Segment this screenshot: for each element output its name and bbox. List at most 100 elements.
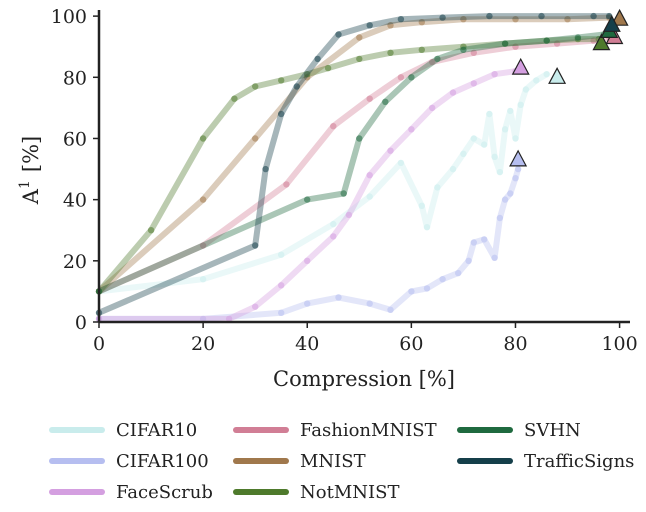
data-point-notmnist-10 — [418, 46, 425, 53]
y-tick-label-40: 40 — [63, 190, 87, 212]
y-tick-label-100: 100 — [51, 6, 87, 28]
data-point-cifar10-21 — [533, 77, 540, 84]
data-point-facescrub-8 — [387, 147, 394, 154]
data-point-cifar100-18 — [512, 175, 519, 182]
data-point-cifar100-14 — [491, 254, 498, 261]
data-point-fashionmnist-9 — [553, 40, 561, 47]
data-point-notmnist-8 — [356, 55, 363, 63]
data-point-facescrub-4 — [304, 257, 311, 264]
data-point-cifar100-7 — [408, 288, 415, 295]
data-point-notmnist-9 — [387, 49, 394, 56]
data-point-cifar100-2 — [278, 309, 285, 316]
data-point-facescrub-10 — [429, 104, 436, 112]
data-point-fashionmnist-6 — [429, 58, 436, 66]
data-point-cifar10-16 — [501, 126, 509, 133]
data-point-mnist-6 — [418, 19, 425, 26]
end-marker-notmnist — [592, 33, 611, 51]
data-point-cifar10-15 — [496, 168, 504, 176]
legend-label-facescrub: FaceScrub — [116, 482, 213, 503]
data-point-facescrub-9 — [408, 126, 415, 133]
data-point-cifar100-9 — [439, 276, 446, 283]
data-point-cifar100-10 — [455, 269, 462, 277]
legend-label-trafficsigns: TrafficSigns — [524, 451, 634, 472]
data-point-trafficsigns-2 — [262, 165, 269, 173]
data-point-svhn-1 — [304, 196, 311, 203]
data-point-cifar10-7 — [423, 224, 431, 231]
data-point-svhn-2 — [340, 190, 347, 197]
data-point-mnist-7 — [460, 16, 467, 23]
y-tick-label-0: 0 — [75, 312, 87, 334]
data-point-facescrub-5 — [330, 233, 337, 240]
marker-layer — [509, 8, 629, 167]
x-tick-label-0: 0 — [93, 333, 105, 355]
legend-label-svhn: SVHN — [524, 420, 581, 441]
data-point-cifar10-1 — [199, 276, 207, 283]
data-point-cifar10-19 — [517, 101, 524, 109]
data-point-cifar10-14 — [491, 153, 498, 160]
data-point-mnist-2 — [252, 135, 259, 142]
data-point-trafficsigns-12 — [590, 12, 597, 20]
tick-labels: 0 20 40 60 80 100 0 20 40 60 80 100 — [51, 6, 638, 355]
data-point-trafficsigns-6 — [335, 31, 342, 38]
end-marker-mnist — [610, 8, 629, 26]
data-point-facescrub-6 — [345, 211, 353, 219]
data-point-cifar100-12 — [470, 239, 477, 246]
data-point-facescrub-1 — [225, 315, 233, 323]
data-point-cifar10-22 — [543, 71, 550, 78]
data-point-svhn-6 — [434, 55, 441, 63]
data-point-cifar10-6 — [418, 202, 425, 209]
data-point-svhn-5 — [408, 74, 415, 81]
x-tick-label-60: 60 — [399, 333, 423, 355]
legend-label-fashionmnist: FashionMNIST — [300, 420, 437, 441]
data-point-svhn-9 — [543, 37, 550, 44]
data-point-mnist-5 — [387, 22, 394, 29]
data-point-cifar10-20 — [522, 86, 530, 93]
axes — [93, 10, 630, 328]
end-marker-cifar100 — [509, 149, 528, 167]
data-point-notmnist-3 — [231, 95, 238, 102]
data-point-svhn-7 — [460, 46, 467, 53]
y-axis-label-letter: A — [19, 188, 43, 205]
data-point-fashionmnist-5 — [397, 74, 405, 81]
data-point-notmnist-6 — [304, 71, 311, 78]
data-point-trafficsigns-8 — [397, 16, 405, 23]
y-tick-label-80: 80 — [63, 67, 87, 89]
data-point-fashionmnist-1 — [199, 242, 207, 249]
data-point-cifar10-17 — [507, 107, 514, 115]
data-point-notmnist-1 — [147, 227, 155, 234]
data-point-cifar100-16 — [501, 196, 509, 203]
data-point-fashionmnist-2 — [283, 181, 290, 188]
data-point-cifar100-13 — [481, 236, 488, 243]
data-point-cifar100-3 — [304, 300, 311, 307]
data-point-fashionmnist-4 — [366, 95, 373, 102]
data-point-mnist-1 — [199, 196, 207, 203]
data-point-cifar10-3 — [330, 220, 337, 228]
data-point-trafficsigns-7 — [366, 22, 373, 29]
data-point-cifar100-11 — [465, 257, 472, 264]
data-point-notmnist-5 — [278, 77, 285, 84]
data-point-svhn-10 — [574, 34, 582, 41]
series-line-trafficsigns — [96, 13, 613, 316]
data-point-cifar100-6 — [387, 306, 394, 313]
data-point-facescrub-2 — [252, 303, 259, 310]
data-point-trafficsigns-11 — [538, 12, 545, 20]
y-axis-label-unit: [%] — [19, 136, 43, 172]
data-point-svhn-4 — [382, 98, 389, 106]
data-point-cifar100-17 — [507, 190, 514, 197]
data-point-trafficsigns-4 — [293, 83, 300, 90]
x-axis-label: Compression [%] — [273, 367, 455, 391]
legend-label-mnist: MNIST — [300, 451, 366, 472]
data-point-notmnist-7 — [324, 64, 332, 72]
y-axis-label-superscript: 1 — [17, 180, 33, 189]
end-marker-facescrub — [511, 57, 530, 75]
data-point-fashionmnist-3 — [330, 123, 337, 130]
data-point-cifar100-5 — [366, 300, 373, 307]
y-tick-label-20: 20 — [63, 251, 87, 273]
data-point-cifar10-9 — [449, 165, 457, 173]
data-point-trafficsigns-9 — [439, 14, 446, 21]
data-point-cifar10-18 — [512, 135, 519, 142]
data-point-fashionmnist-8 — [512, 43, 519, 50]
data-point-facescrub-13 — [491, 71, 498, 78]
data-point-cifar10-13 — [486, 110, 493, 118]
